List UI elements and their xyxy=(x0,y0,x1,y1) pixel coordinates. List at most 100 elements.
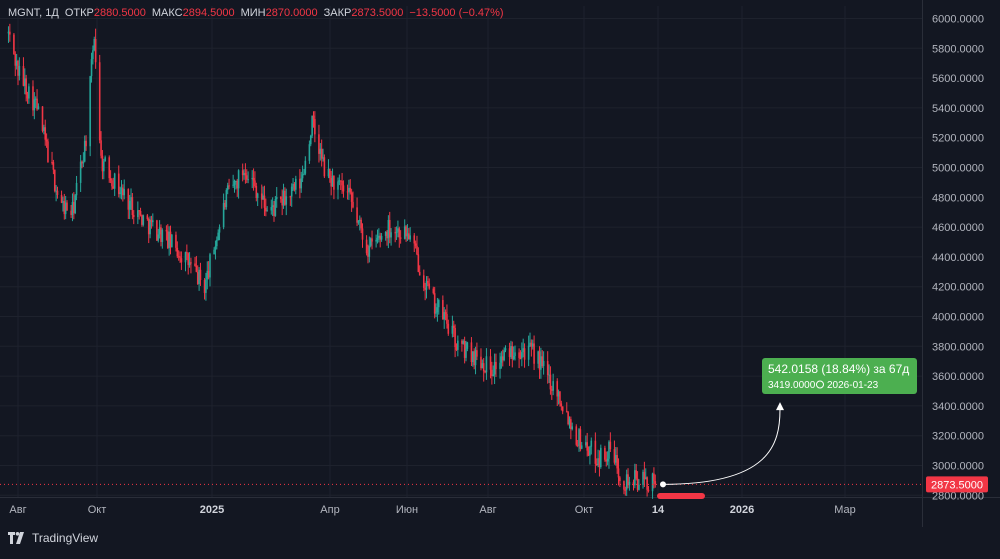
candle-body xyxy=(256,193,259,198)
candle-body xyxy=(435,312,437,314)
candle-body xyxy=(127,189,130,210)
candle-body xyxy=(130,197,132,201)
price-tick-label: 3400.0000 xyxy=(932,401,984,413)
candle-body xyxy=(481,363,484,369)
candle-body xyxy=(447,323,450,334)
candle-body xyxy=(33,99,36,111)
candle-body xyxy=(79,161,82,183)
candle-body xyxy=(149,219,151,235)
candle-body xyxy=(142,215,145,225)
candle-body xyxy=(209,254,211,278)
candle-body xyxy=(161,229,164,242)
price-tick-label: 3800.0000 xyxy=(932,341,984,353)
tradingview-brand[interactable]: TradingView xyxy=(8,528,98,548)
candle-body xyxy=(318,134,320,154)
candle-body xyxy=(22,66,25,86)
candle-body xyxy=(254,180,256,187)
candle-body xyxy=(237,170,240,189)
candle-body xyxy=(25,78,27,95)
candle-body xyxy=(180,258,183,263)
candle-body xyxy=(388,220,391,238)
candle-body xyxy=(292,183,294,187)
price-tick-label: 2800.0000 xyxy=(932,490,984,502)
price-tick-label: 3000.0000 xyxy=(932,461,984,473)
candle-body xyxy=(565,411,568,413)
candle-body xyxy=(300,178,303,189)
candle-body xyxy=(512,356,515,360)
candle-body xyxy=(493,361,496,375)
candle-body xyxy=(651,473,654,492)
candle-body xyxy=(7,31,10,34)
candle-body xyxy=(546,361,549,376)
candle-body xyxy=(203,280,206,293)
close-value: 2873.5000 xyxy=(351,7,404,19)
candle-body xyxy=(41,106,44,131)
candle-body xyxy=(83,140,86,162)
candle-body xyxy=(442,300,444,320)
candle-body xyxy=(101,155,104,172)
candle-body xyxy=(594,440,597,464)
candle-body xyxy=(45,139,48,142)
candle-body xyxy=(376,237,379,240)
candle-body xyxy=(454,327,456,348)
clock-icon xyxy=(816,380,824,389)
candle-body xyxy=(47,141,49,163)
projection-curve xyxy=(662,409,781,485)
candle-body xyxy=(312,115,315,119)
candle-body xyxy=(436,307,439,313)
candle-body xyxy=(552,381,554,391)
candle-body xyxy=(89,76,91,147)
candle-body xyxy=(55,190,57,192)
candle-body xyxy=(331,175,334,187)
candle-body xyxy=(595,463,598,466)
candle-body xyxy=(236,180,239,189)
candle-body xyxy=(403,226,406,239)
symbol-label[interactable]: MGNT, 1Д xyxy=(8,7,59,19)
candle-body xyxy=(260,193,263,200)
candle-body xyxy=(60,194,63,203)
candle-body xyxy=(26,94,29,99)
price-tick-label: 4600.0000 xyxy=(932,222,984,234)
candle-body xyxy=(44,127,47,140)
candle-body xyxy=(598,458,601,468)
candle-body xyxy=(275,197,278,200)
candle-body xyxy=(418,271,421,276)
candle-body xyxy=(514,352,516,357)
candle-body xyxy=(397,228,399,232)
candle-body xyxy=(194,263,196,267)
candle-body xyxy=(333,175,335,190)
candle-body xyxy=(437,300,440,308)
candle-body xyxy=(405,226,407,237)
candle-body xyxy=(339,180,342,182)
candle-body xyxy=(587,450,590,456)
open-label: ОТКР xyxy=(64,7,94,19)
price-tick-label: 5600.0000 xyxy=(932,73,984,85)
candle-body xyxy=(568,419,571,425)
candle-body xyxy=(271,205,274,208)
candle-body xyxy=(63,201,66,215)
candle-body xyxy=(270,207,273,211)
candle-body xyxy=(476,350,478,357)
candle-body xyxy=(247,179,249,181)
candle-body xyxy=(356,207,358,223)
candle-body xyxy=(327,168,330,177)
candle-body xyxy=(451,325,454,334)
projection-start-point xyxy=(660,481,666,488)
candle-body xyxy=(281,198,283,206)
candle-body xyxy=(311,115,313,136)
candle-body xyxy=(527,345,530,360)
low-label: МИН xyxy=(240,7,266,19)
candle-body xyxy=(37,106,40,110)
candle-body xyxy=(119,192,121,195)
candle-body xyxy=(632,481,635,486)
candle-body xyxy=(624,489,627,491)
time-tick-label: Июн xyxy=(396,504,418,516)
candle-body xyxy=(590,440,593,447)
candle-body xyxy=(186,252,188,254)
close-label: ЗАКР xyxy=(323,7,352,19)
candle-body xyxy=(455,347,458,350)
candle-body xyxy=(463,341,466,358)
